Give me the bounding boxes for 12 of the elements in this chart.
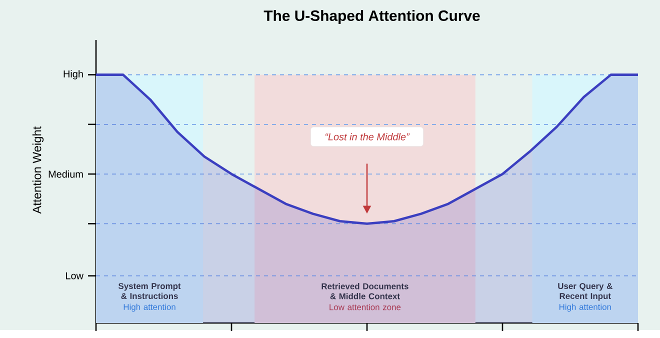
ref-line-label: High bbox=[64, 70, 83, 80]
ref-line-label: Low bbox=[66, 272, 84, 280]
chart-title: The U-Shaped Attention Curve bbox=[264, 10, 480, 24]
annotation: “Lost in the Middle” bbox=[325, 133, 410, 140]
annotation: High attention bbox=[559, 304, 611, 312]
annotation: High attention bbox=[124, 304, 176, 312]
y-axis-title: Attention Weight bbox=[32, 126, 44, 214]
annotation: Retrieved Documents & Middle Context bbox=[322, 283, 408, 300]
annotation: Low attention zone bbox=[330, 304, 401, 310]
ref-line-label: Medium bbox=[48, 170, 83, 178]
annotation: User Query & Recent Input bbox=[558, 283, 612, 301]
annotation: System Prompt & Instructions bbox=[118, 283, 181, 300]
